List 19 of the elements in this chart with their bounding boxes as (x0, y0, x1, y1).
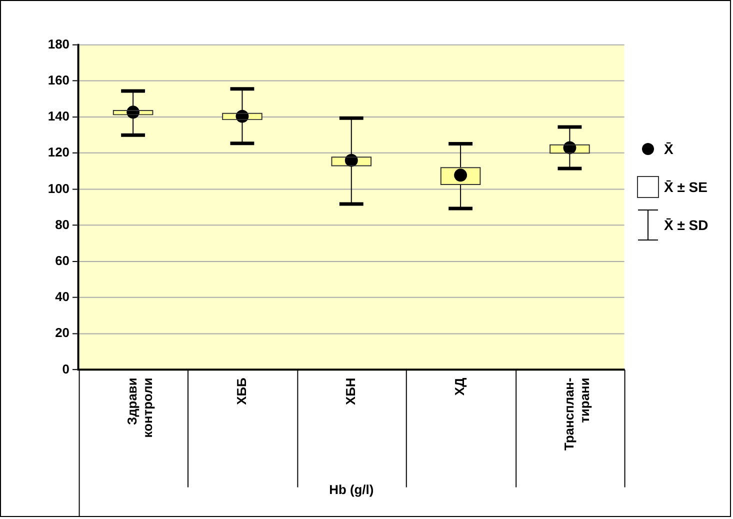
x-tick-label: ХББ (234, 378, 249, 405)
y-tick-label: 0 (62, 361, 70, 376)
y-tick-label: 120 (48, 144, 70, 160)
y-tick-label: 60 (55, 253, 70, 268)
y-tick-label: 20 (55, 325, 70, 340)
y-tick-label: 160 (48, 72, 70, 88)
text: X̄ (664, 141, 674, 157)
y-tick-label: 100 (48, 180, 70, 196)
x-tick-label: Здрави контроли (124, 378, 156, 438)
y-tick-label: 180 (48, 36, 70, 52)
x-tick-label: Трансплан-тирани (561, 378, 592, 451)
x-tick-label: ХБН (342, 378, 358, 405)
x-axis-title: Hb (g/l) (329, 482, 374, 497)
y-tick-label: 140 (48, 108, 70, 124)
text: X̄ ± SD (664, 217, 708, 233)
y-tick-label: 40 (55, 289, 70, 304)
y-tick-label: 80 (55, 216, 70, 232)
text: X̄ ± SE (664, 179, 708, 195)
x-tick-label: ХД (452, 378, 468, 396)
